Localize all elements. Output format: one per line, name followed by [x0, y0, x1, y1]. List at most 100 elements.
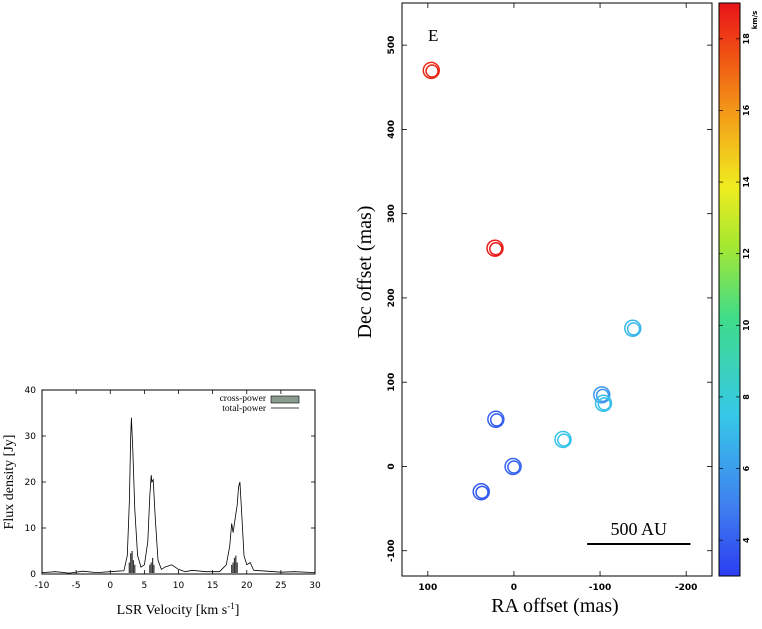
maser-spot-inner-ring — [595, 388, 610, 403]
x-tick-label: -5 — [72, 581, 81, 591]
colorbar-gradient — [718, 2, 741, 577]
x-tick-label: 20 — [241, 581, 253, 591]
panel-label: E — [428, 26, 438, 45]
spectrum-x-ticks: -10 -5 0 5 10 15 20 25 30 — [35, 390, 321, 591]
spectrum-plot-frame — [41, 389, 316, 575]
maser-spot-inner-ring — [475, 485, 489, 500]
legend-swatch-cross-power — [270, 395, 300, 404]
colorbar-tick-label: 4 — [742, 537, 751, 543]
map-y-ticks: -100 0 100 200 300 400 500 — [387, 36, 712, 562]
legend-label-total-power: total-power — [222, 404, 267, 414]
maser-spot-outer-ring — [593, 386, 611, 404]
colorbar-tick-label: 14 — [742, 176, 751, 188]
cross-power-bar — [233, 557, 236, 573]
maser-spot — [594, 394, 613, 413]
scale-bar-label: 500 AU — [611, 519, 668, 539]
maser-spot-outer-ring — [554, 430, 572, 449]
maser-spot — [593, 386, 611, 404]
y-tick-label: 300 — [387, 204, 397, 223]
y-tick-label: 200 — [387, 289, 397, 308]
y-tick-label: 500 — [387, 36, 397, 55]
colorbar-unit-label: km/s — [751, 11, 759, 30]
maser-spot-outer-ring — [487, 410, 505, 429]
x-tick-label: -10 — [35, 581, 50, 591]
colorbar-tick-label: 12 — [742, 248, 751, 259]
y-tick-label: 30 — [25, 432, 37, 442]
x-tick-label: 0 — [107, 581, 113, 591]
x-tick-label: 30 — [309, 581, 321, 591]
colorbar-tick-label: 6 — [742, 465, 751, 471]
cross-power-bar — [235, 555, 237, 573]
colorbar-tick-label: 10 — [742, 319, 751, 331]
colorbar-tick-label: 16 — [742, 104, 751, 116]
velocity-colorbar: 4 6 8 10 12 14 16 18 km/s — [718, 2, 759, 577]
y-tick-label: 0 — [30, 570, 36, 580]
cross-power-bar — [236, 562, 238, 573]
y-tick-label: 0 — [387, 463, 397, 469]
maser-spot-outer-ring — [422, 61, 441, 80]
maser-spot-outer-ring — [504, 457, 522, 476]
x-tick-label: -100 — [589, 583, 612, 593]
y-tick-label: 40 — [25, 386, 37, 396]
maser-spot — [624, 319, 642, 338]
colorbar-tick-label: 8 — [742, 394, 751, 400]
maser-spot — [472, 482, 490, 501]
spectrum-x-axis-label: LSR Velocity [km s-1] — [117, 601, 240, 618]
map-x-ticks: 100 0 -100 -200 — [418, 3, 697, 593]
cross-power-bar — [128, 562, 130, 573]
cross-power-bar — [153, 564, 155, 573]
maser-spot — [422, 61, 441, 80]
maser-spot-inner-ring — [489, 242, 503, 256]
maser-spot-outer-ring — [624, 319, 642, 338]
maser-spot-inner-ring — [425, 64, 439, 78]
maser-spot-inner-ring — [507, 460, 521, 474]
maser-spot-outer-ring — [486, 239, 504, 257]
x-tick-label: 15 — [207, 581, 218, 591]
cross-power-bar — [152, 557, 154, 573]
spectrum-legend: cross-power total-power — [220, 394, 300, 414]
y-tick-label: -100 — [387, 539, 397, 562]
x-tick-label: 100 — [418, 583, 437, 593]
maser-spot — [504, 457, 522, 476]
spectrum-y-axis-label: Flux density [Jy] — [2, 435, 17, 530]
map-y-axis-label: Dec offset (mas) — [354, 206, 376, 339]
y-tick-label: 20 — [25, 478, 37, 488]
cross-power-bar — [130, 553, 132, 573]
x-axis-label-close: ] — [235, 603, 240, 618]
maser-spots — [422, 61, 642, 501]
colorbar-tick-label: 18 — [742, 33, 751, 45]
maser-spot — [554, 430, 572, 449]
cross-power-bar — [150, 562, 152, 573]
x-axis-label-exponent: -1 — [227, 601, 235, 611]
map-plot-frame — [401, 2, 713, 577]
y-tick-label: 10 — [25, 524, 37, 534]
cross-power-bar — [134, 564, 136, 573]
map-x-axis-label: RA offset (mas) — [491, 595, 618, 617]
x-tick-label: 0 — [511, 583, 517, 593]
y-tick-label: 400 — [387, 120, 397, 139]
colorbar-ticks: 4 6 8 10 12 14 16 18 — [719, 33, 751, 543]
spectrum-chart: -10 -5 0 5 10 15 20 25 30 0 10 20 30 40 cross-power … — [2, 386, 321, 618]
total-power-line — [41, 417, 316, 574]
x-tick-label: 25 — [275, 581, 286, 591]
cross-power-bar — [232, 562, 234, 573]
cross-power-bar — [131, 551, 133, 573]
spot-map-chart: E 100 0 -100 -200 -100 0 100 200 300 400 500 500 … — [354, 2, 713, 617]
maser-spot-inner-ring — [597, 397, 612, 411]
cross-power-bars — [128, 551, 238, 573]
cross-power-bar — [132, 560, 134, 573]
y-tick-label: 100 — [387, 373, 397, 392]
maser-spot-inner-ring — [626, 322, 641, 336]
maser-spot-inner-ring — [489, 413, 504, 427]
maser-spot — [487, 410, 505, 429]
cross-power-bar — [149, 564, 151, 573]
legend-label-cross-power: cross-power — [220, 394, 267, 404]
maser-spot-outer-ring — [594, 394, 613, 413]
x-tick-label: 10 — [173, 581, 185, 591]
cross-power-bar — [231, 564, 233, 573]
spectrum-y-ticks: 0 10 20 30 40 — [25, 386, 315, 580]
maser-spot — [486, 239, 504, 257]
x-tick-label: -200 — [675, 583, 698, 593]
x-axis-label-main: LSR Velocity [km s — [117, 603, 228, 618]
